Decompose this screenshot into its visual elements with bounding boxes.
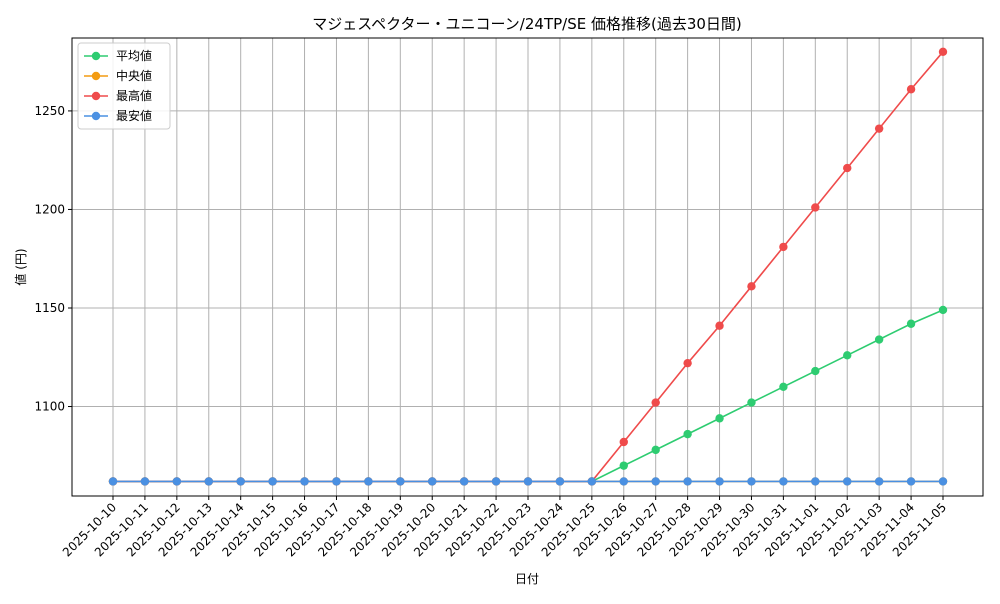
- legend-box: [77, 42, 171, 130]
- y-axis-label: 値 (円): [13, 248, 28, 285]
- legend-marker: [91, 71, 101, 81]
- data-point: [811, 366, 820, 376]
- data-point: [779, 477, 788, 486]
- data-point: [906, 319, 916, 328]
- data-point: [236, 477, 245, 486]
- data-point: [843, 163, 852, 173]
- data-point: [715, 414, 724, 423]
- legend-marker: [91, 91, 101, 101]
- data-point: [523, 477, 533, 486]
- data-point: [268, 477, 277, 486]
- legend-label: 中央値: [116, 68, 152, 83]
- legend-label: 最高値: [116, 88, 152, 103]
- data-point: [428, 477, 437, 486]
- x-axis: 2025-10-102025-10-112025-10-122025-10-13…: [60, 496, 949, 559]
- data-point: [587, 477, 597, 486]
- data-point: [811, 203, 820, 212]
- data-point: [938, 305, 948, 315]
- data-point: [396, 477, 405, 486]
- data-point: [140, 477, 150, 486]
- y-tick-label: 1100: [34, 400, 65, 414]
- data-point: [906, 85, 916, 94]
- data-point: [108, 477, 118, 486]
- data-point: [938, 47, 948, 56]
- y-tick-label: 1250: [34, 104, 65, 118]
- data-point: [874, 477, 884, 486]
- y-axis: 1100 1150 1200 1250: [34, 104, 72, 414]
- data-point: [938, 477, 948, 486]
- data-point: [300, 477, 309, 486]
- chart-title: マジェスペクター・ユニコーン/24TP/SE 価格推移(過去30日間): [312, 15, 742, 33]
- data-point: [491, 477, 501, 486]
- legend-label: 平均値: [116, 48, 152, 63]
- data-point: [779, 382, 788, 392]
- data-point: [651, 477, 660, 486]
- data-point: [906, 477, 916, 486]
- grid: [72, 38, 983, 496]
- data-point: [619, 477, 628, 486]
- series-group: [108, 47, 948, 486]
- legend-label: 最安値: [116, 108, 152, 123]
- data-point: [619, 461, 628, 470]
- data-point: [651, 398, 660, 407]
- y-tick-label: 1150: [34, 301, 65, 315]
- data-point: [683, 429, 692, 439]
- data-point: [843, 477, 852, 486]
- data-point: [332, 477, 341, 486]
- data-point: [874, 124, 884, 133]
- data-point: [747, 398, 756, 407]
- data-point: [172, 477, 182, 486]
- x-axis-label: 日付: [515, 572, 539, 586]
- data-point: [364, 477, 373, 486]
- data-point: [715, 477, 724, 486]
- legend-marker: [91, 51, 101, 61]
- data-point: [715, 321, 724, 330]
- data-point: [555, 477, 565, 486]
- data-point: [683, 358, 692, 368]
- data-point: [683, 477, 692, 486]
- data-point: [651, 445, 660, 455]
- data-point: [779, 242, 788, 252]
- data-point: [747, 282, 756, 291]
- data-point: [459, 477, 469, 486]
- y-tick-label: 1200: [34, 202, 65, 216]
- data-point: [204, 477, 213, 486]
- data-point: [747, 477, 756, 486]
- data-point: [811, 477, 820, 486]
- data-point: [843, 351, 852, 360]
- data-point: [874, 335, 884, 344]
- legend-marker: [91, 111, 101, 121]
- data-point: [619, 437, 628, 447]
